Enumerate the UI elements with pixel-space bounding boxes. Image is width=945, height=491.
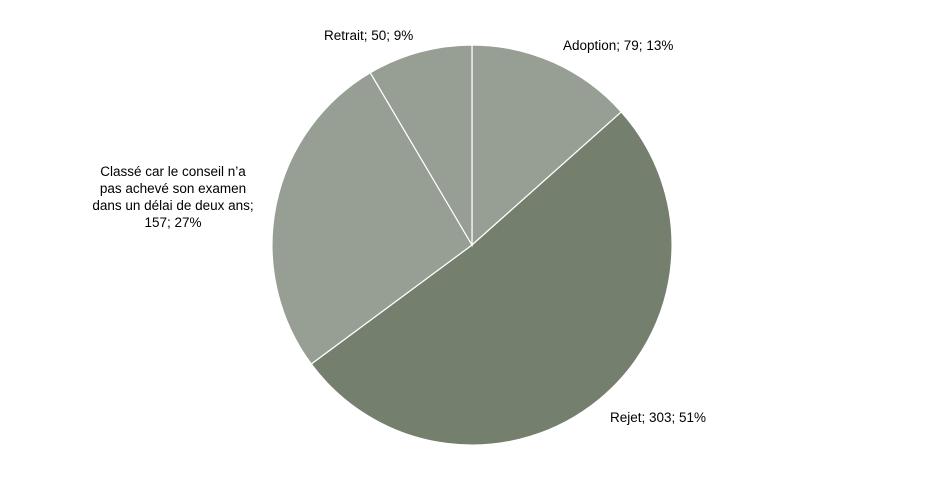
pie-slice-adoption bbox=[471, 44, 623, 247]
pie-slice-retrait bbox=[369, 44, 473, 248]
slice-label-classe: Classé car le conseil n’a pas achevé son… bbox=[92, 164, 254, 230]
slice-label-rejet: Rejet; 303; 51% bbox=[610, 410, 707, 425]
slice-label-adoption: Adoption; 79; 13% bbox=[563, 38, 674, 53]
pie-slice-rejet bbox=[310, 111, 673, 446]
pie-slice-classe bbox=[271, 71, 473, 365]
slice-label-retrait: Retrait; 50; 9% bbox=[324, 28, 414, 43]
